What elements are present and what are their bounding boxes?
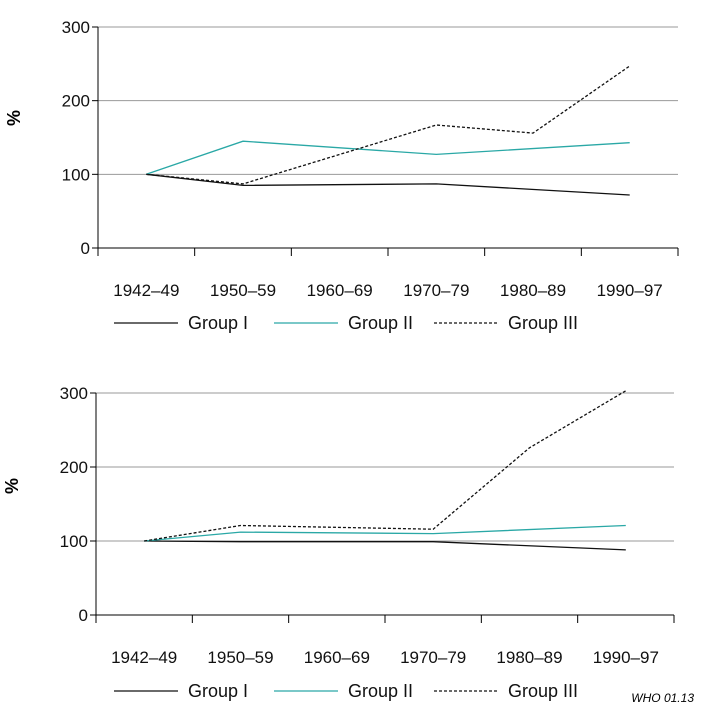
x-tick-label: 1960–69 xyxy=(307,281,373,300)
series-line-group-i xyxy=(146,173,630,196)
x-tick-label: 1980–89 xyxy=(500,281,566,300)
x-tick-label: 1942–49 xyxy=(111,648,177,667)
y-tick-label: 200 xyxy=(62,92,90,111)
x-tick-label: 1970–79 xyxy=(400,648,466,667)
y-tick-label: 300 xyxy=(60,384,88,403)
series-line-group-ii xyxy=(144,524,626,542)
y-tick-label: 100 xyxy=(62,165,90,184)
y-axis-label: % xyxy=(2,478,22,494)
x-tick-label: 1980–89 xyxy=(496,648,562,667)
y-tick-label: 100 xyxy=(60,532,88,551)
series-line-group-i xyxy=(144,540,626,551)
x-tick-label: 1960–69 xyxy=(304,648,370,667)
y-tick-label: 0 xyxy=(81,239,90,258)
series-line-group-iii xyxy=(146,65,631,185)
y-axis-label: % xyxy=(4,110,24,126)
x-tick-label: 1942–49 xyxy=(113,281,179,300)
series-line-group-ii xyxy=(146,140,630,175)
series-line-group-iii xyxy=(144,390,627,542)
legend-label: Group III xyxy=(508,681,578,701)
legend-label: Group I xyxy=(188,313,248,333)
legend-label: Group I xyxy=(188,681,248,701)
legend-label: Group III xyxy=(508,313,578,333)
x-tick-label: 1950–59 xyxy=(207,648,273,667)
legend-label: Group II xyxy=(348,681,413,701)
y-tick-label: 200 xyxy=(60,458,88,477)
legend-label: Group II xyxy=(348,313,413,333)
x-tick-label: 1950–59 xyxy=(210,281,276,300)
x-tick-label: 1970–79 xyxy=(403,281,469,300)
y-tick-label: 0 xyxy=(79,606,88,625)
y-tick-label: 300 xyxy=(62,18,90,37)
figure-credit: WHO 01.13 xyxy=(631,691,694,705)
x-tick-label: 1990–97 xyxy=(593,648,659,667)
x-tick-label: 1990–97 xyxy=(597,281,663,300)
